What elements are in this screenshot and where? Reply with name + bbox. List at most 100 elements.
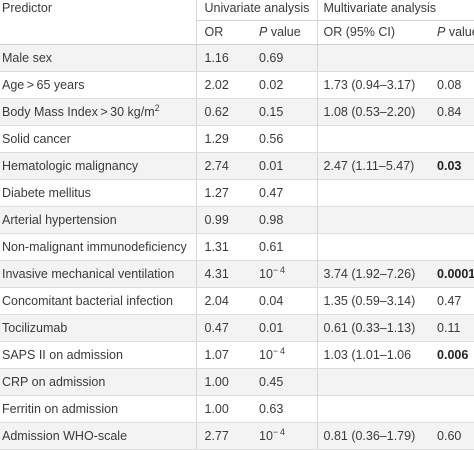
table-row: Body Mass Index > 30 kg/m2 0.62 0.15 1.08 (… (0, 98, 474, 126)
multivariate-p-value: 0.03 (437, 159, 462, 173)
or-ci-header: OR (95% CI) (316, 20, 430, 45)
predictor-cell: Non-malignant immunodeficiency (0, 233, 196, 261)
or-ci-value: 2.47 (1.11–5.47) (323, 159, 415, 173)
or-ci-value: 0.81 (0.36–1.79) (323, 429, 416, 443)
p-value: 0.15 (259, 105, 284, 119)
predictor-label: Invasive mechanical ventilation (2, 267, 175, 281)
p-value-cell: 0.69 (251, 44, 318, 72)
table-row: Admission WHO-scale 2.77 10− 4 0.81 (0.36–1… (0, 422, 474, 450)
or-ci-cell: 1.08 (0.53–2.20) (316, 98, 430, 126)
table-row: Non-malignant immunodeficiency 1.31 0.61 (0, 233, 474, 261)
or-value: 1.27 (204, 186, 229, 200)
or-ci-cell: 0.81 (0.36–1.79) (316, 422, 430, 450)
or-ci-cell: 2.47 (1.11–5.47) (316, 152, 430, 180)
or-ci-cell (316, 206, 430, 234)
multivariate-p-cell (429, 44, 474, 72)
or-ci-value: 1.73 (0.94–3.17) (323, 78, 416, 92)
p-value: 0.45 (259, 375, 284, 389)
p-italic: P (259, 25, 268, 39)
p-value-cell: 0.01 (251, 152, 318, 180)
multivariate-p-cell (429, 368, 474, 396)
p-value-header: P value (251, 20, 318, 45)
superscript: − 4 (272, 426, 285, 437)
p-value-cell: 0.02 (251, 71, 318, 99)
table-body: Male sex 1.16 0.69 Age > 65 years 2.02 0.02 1.… (0, 44, 474, 450)
or-ci-value: 3.74 (1.92–7.26) (323, 267, 416, 281)
multivariate-p-cell: 0.006 (429, 341, 474, 369)
p-value: 10 (259, 267, 273, 281)
predictor-cell: CRP on admission (0, 368, 196, 396)
p-value: 10 (259, 429, 273, 443)
multivariate-p-cell (429, 233, 474, 261)
predictor-label: CRP on admission (2, 375, 106, 389)
or-value: 0.62 (204, 105, 229, 119)
p-value: 0.47 (259, 186, 284, 200)
table-row: CRP on admission 1.00 0.45 (0, 368, 474, 396)
predictor-label: SAPS II on admission (2, 348, 123, 362)
table-row: Age > 65 years 2.02 0.02 1.73 (0.94–3.17) 0.… (0, 71, 474, 99)
or-value: 1.29 (204, 132, 229, 146)
multivariate-p-cell: 0.08 (429, 71, 474, 99)
predictor-label: Diabete mellitus (2, 186, 91, 200)
p-value-cell: 10− 4 (251, 341, 318, 369)
p-value-cell: 0.47 (251, 179, 318, 207)
or-value: 1.07 (204, 348, 229, 362)
p-value: 0.04 (259, 294, 284, 308)
or-ci-cell: 3.74 (1.92–7.26) (316, 260, 430, 288)
predictor-cell: Male sex (0, 44, 196, 72)
multivariate-p-value: 0.60 (437, 429, 462, 443)
multivariate-p-cell (429, 125, 474, 153)
predictor-cell: Diabete mellitus (0, 179, 196, 207)
or-cell: 1.31 (195, 233, 251, 261)
predictor-label: Admission WHO-scale (2, 429, 128, 443)
p-value-cell: 0.45 (251, 368, 318, 396)
or-ci-value: 1.03 (1.01–1.06 (323, 348, 412, 362)
p-value-cell: 0.98 (251, 206, 318, 234)
or-cell: 0.62 (195, 98, 251, 126)
p-value-cell: 0.01 (251, 314, 318, 342)
or-ci-cell (316, 179, 430, 207)
predictor-label: Body Mass Index > 30 kg/m (2, 105, 155, 119)
or-value: 2.04 (204, 294, 229, 308)
superscript: 2 (154, 102, 160, 113)
predictor-label: Age > 65 years (2, 78, 85, 92)
or-value: 0.47 (204, 321, 229, 335)
or-cell: 0.47 (195, 314, 251, 342)
table-row: Diabete mellitus 1.27 0.47 (0, 179, 474, 207)
multivariate-p-value: 0.84 (437, 105, 462, 119)
table-row: Solid cancer 1.29 0.56 (0, 125, 474, 153)
table-row: Tocilizumab 0.47 0.01 0.61 (0.33–1.13) 0.11 (0, 314, 474, 342)
or-value: 4.31 (204, 267, 229, 281)
or-ci-value: 1.35 (0.59–3.14) (323, 294, 416, 308)
multivariate-p-value-header: P value (429, 20, 474, 45)
p-value: 0.56 (259, 132, 284, 146)
multivariate-p-cell (429, 206, 474, 234)
or-cell: 2.04 (195, 287, 251, 315)
or-value: 1.16 (204, 51, 229, 65)
or-cell: 1.27 (195, 179, 251, 207)
p-value-cell: 0.56 (251, 125, 318, 153)
header-row-groups: Predictor Univariate analysis Multivaria… (0, 0, 474, 21)
p-value: 0.61 (259, 240, 284, 254)
predictor-label: Non-malignant immunodeficiency (2, 240, 187, 254)
or-cell: 2.74 (195, 152, 251, 180)
or-header: OR (195, 20, 251, 45)
p-value-cell: 0.63 (251, 395, 318, 423)
or-value: 1.00 (204, 402, 229, 416)
or-cell: 2.77 (195, 422, 251, 450)
univariate-header: Univariate analysis (195, 0, 318, 21)
predictor-label: Hematologic malignancy (2, 159, 139, 173)
predictor-cell: Age > 65 years (0, 71, 196, 99)
multivariate-p-cell: 0.60 (429, 422, 474, 450)
p-value: 0.63 (259, 402, 284, 416)
multivariate-p-value: 0.47 (437, 294, 462, 308)
or-ci-cell (316, 368, 430, 396)
or-cell: 1.07 (195, 341, 251, 369)
predictor-label: Arterial hypertension (2, 213, 117, 227)
p-value: 0.69 (259, 51, 284, 65)
or-ci-cell: 1.35 (0.59–3.14) (316, 287, 430, 315)
predictor-label: Ferritin on admission (2, 402, 119, 416)
predictor-cell: Invasive mechanical ventilation (0, 260, 196, 288)
multivariate-p-cell: 0.11 (429, 314, 474, 342)
or-ci-cell (316, 233, 430, 261)
